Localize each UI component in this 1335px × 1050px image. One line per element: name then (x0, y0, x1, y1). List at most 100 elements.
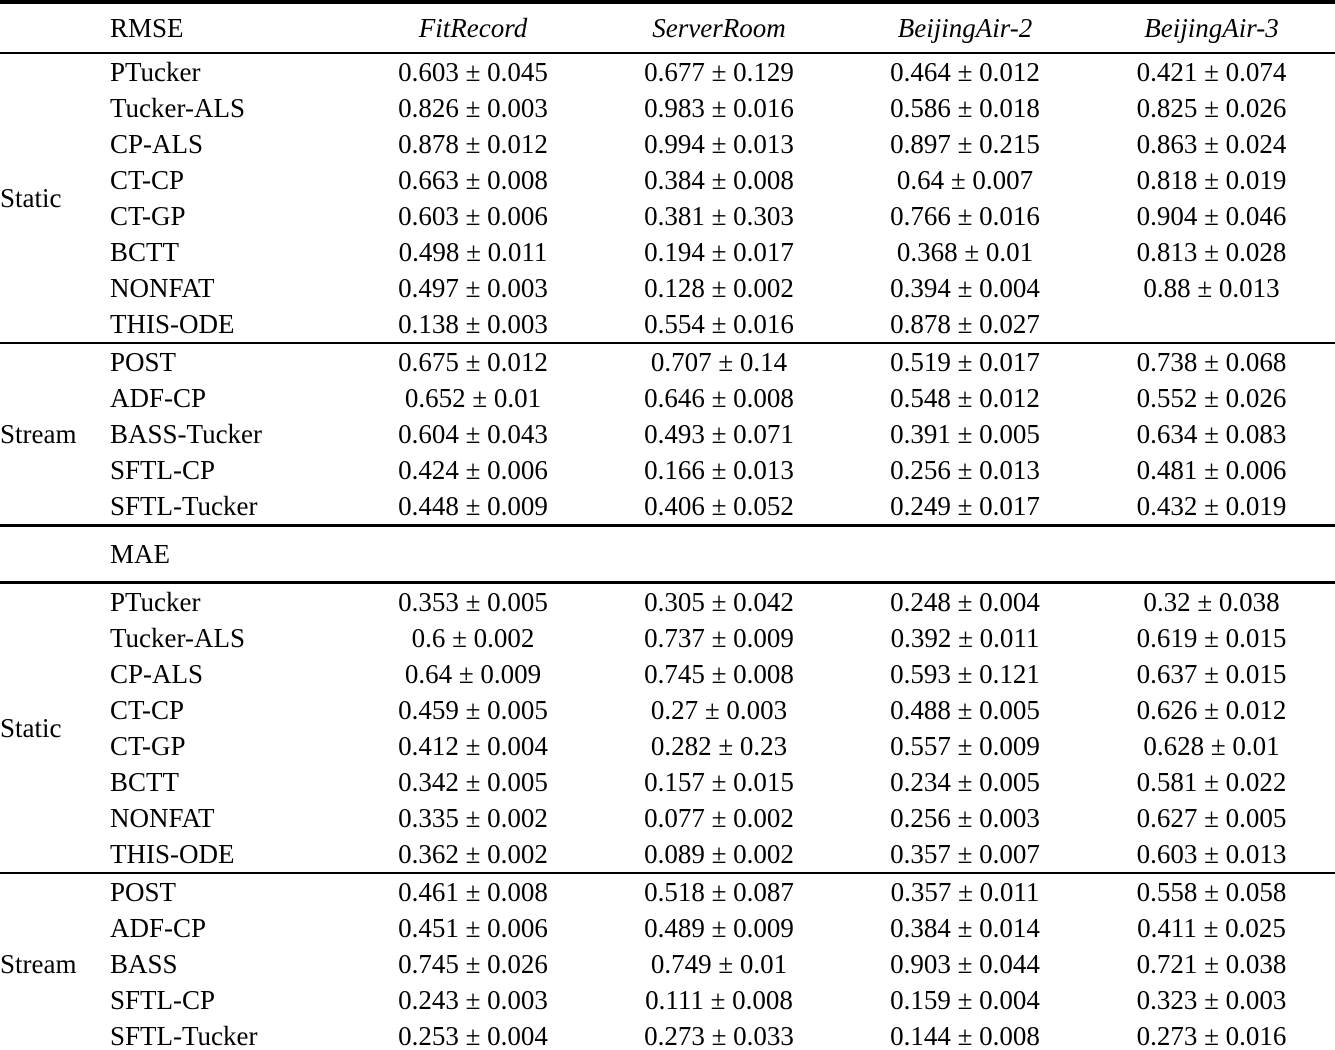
value-cell: 0.663 ± 0.008 (398, 164, 548, 195)
value-cell: 0.675 ± 0.012 (350, 342, 596, 380)
value-cell: 0.818 ± 0.019 (1136, 164, 1287, 195)
method-name: CP-ALS (110, 128, 204, 159)
table-row: ADF-CP 0.451 ± 0.006 0.489 ± 0.009 0.384 ± … (0, 910, 1335, 946)
value-cell: 0.826 ± 0.003 (398, 92, 548, 123)
value-cell: 0.897 ± 0.215 (890, 128, 1040, 159)
value-cell: 0.323 ± 0.003 (1136, 984, 1287, 1015)
value-cell: 0.586 ± 0.018 (890, 92, 1040, 123)
value-cell: 0.519 ± 0.017 (842, 342, 1088, 380)
value-cell: 0.626 ± 0.012 (1136, 694, 1287, 725)
value-cell: 0.603 ± 0.006 (398, 200, 548, 231)
method-name: CP-ALS (110, 658, 204, 689)
value-cell: 0.488 ± 0.005 (890, 694, 1040, 725)
value-cell: 0.412 ± 0.004 (398, 730, 548, 761)
value-cell: 0.738 ± 0.068 (1088, 342, 1335, 380)
table-row: CT-GP 0.603 ± 0.006 0.381 ± 0.303 0.766 ± 0… (0, 198, 1335, 234)
value-cell: 0.903 ± 0.044 (890, 948, 1040, 979)
table-row: Stream POST 0.461 ± 0.008 0.518 ± 0.087 0.35… (0, 872, 1335, 1050)
metric-header-row: MAE (0, 524, 1335, 584)
value-cell: 0.878 ± 0.012 (398, 128, 548, 159)
method-name: BASS-Tucker (110, 418, 263, 449)
value-cell: 0.391 ± 0.005 (890, 418, 1040, 449)
value-cell: 0.243 ± 0.003 (398, 984, 548, 1015)
value-cell: 0.552 ± 0.026 (1136, 382, 1287, 413)
empty-cell (350, 524, 596, 584)
value-cell: 0.159 ± 0.004 (890, 984, 1040, 1015)
dataset-header: BeijingAir-3 (1088, 2, 1335, 54)
method-name: NONFAT (110, 802, 215, 833)
value-cell: 0.32 ± 0.038 (1143, 586, 1280, 617)
method-name: BASS (110, 948, 178, 979)
table-row: Tucker-ALS 0.826 ± 0.003 0.983 ± 0.016 0.58… (0, 90, 1335, 126)
value-cell: 0.464 ± 0.012 (890, 56, 1040, 87)
value-cell: 0.603 ± 0.013 (1136, 838, 1287, 869)
group-label: Stream (0, 342, 110, 526)
value-cell: 0.64 ± 0.007 (896, 164, 1034, 195)
value-cell: 0.459 ± 0.005 (398, 694, 548, 725)
metric-label: MAE (110, 524, 350, 584)
value-cell: 0.863 ± 0.024 (1136, 128, 1287, 159)
table-row: SFTL-Tucker 0.448 ± 0.009 0.406 ± 0.052 0.2… (0, 488, 1335, 526)
value-cell: 0.335 ± 0.002 (398, 802, 548, 833)
value-cell: 0.253 ± 0.004 (398, 1020, 548, 1050)
value-cell: 0.497 ± 0.003 (398, 272, 548, 303)
dataset-header: BeijingAir-2 (842, 2, 1088, 54)
table-row: BASS 0.745 ± 0.026 0.749 ± 0.01 0.903 ± 0.0… (0, 946, 1335, 982)
method-name: CT-CP (110, 164, 185, 195)
value-cell: 0.88 ± 0.013 (1143, 272, 1280, 303)
value-cell: 0.994 ± 0.013 (644, 128, 794, 159)
method-name: SFTL-CP (110, 454, 216, 485)
value-cell: 0.392 ± 0.011 (890, 622, 1040, 653)
empty-cell (1088, 524, 1335, 584)
value-cell: 0.707 ± 0.14 (596, 342, 842, 380)
value-cell: 0.166 ± 0.013 (644, 454, 794, 485)
empty-cell (842, 524, 1088, 584)
value-cell: 0.256 ± 0.013 (890, 454, 1040, 485)
value-cell: 0.282 ± 0.23 (650, 730, 788, 761)
value-cell: 0.368 ± 0.01 (896, 236, 1034, 267)
value-cell: 0.904 ± 0.046 (1136, 200, 1287, 231)
table-row: THIS-ODE 0.362 ± 0.002 0.089 ± 0.002 0.357 … (0, 836, 1335, 873)
value-cell: 0.256 ± 0.003 (890, 802, 1040, 833)
table-row: Stream POST 0.675 ± 0.012 0.707 ± 0.14 0.519… (0, 342, 1335, 526)
value-cell: 0.64 ± 0.009 (404, 658, 542, 689)
value-cell: 0.384 ± 0.008 (644, 164, 794, 195)
value-cell: 0.381 ± 0.303 (644, 200, 794, 231)
method-name: NONFAT (110, 272, 215, 303)
value-cell: 0.432 ± 0.019 (1136, 490, 1287, 521)
value-cell: 0.627 ± 0.005 (1136, 802, 1287, 833)
method-name: CT-CP (110, 694, 185, 725)
value-cell: 0.357 ± 0.011 (842, 872, 1088, 910)
value-cell: 0.604 ± 0.043 (398, 418, 548, 449)
group-label: Stream (0, 872, 110, 1050)
method-name: CT-GP (110, 200, 186, 231)
value-cell: 0.646 ± 0.008 (644, 382, 794, 413)
value-cell: 0.424 ± 0.006 (398, 454, 548, 485)
value-cell: 0.394 ± 0.004 (890, 272, 1040, 303)
method-name: Tucker-ALS (110, 92, 245, 123)
value-cell: 0.813 ± 0.028 (1136, 236, 1287, 267)
value-cell: 0.634 ± 0.083 (1136, 418, 1287, 449)
value-cell: 0.138 ± 0.003 (398, 308, 548, 339)
value-cell: 0.518 ± 0.087 (596, 872, 842, 910)
empty-corner-cell (0, 524, 110, 584)
value-cell (1088, 306, 1335, 343)
value-cell: 0.766 ± 0.016 (890, 200, 1040, 231)
value-cell: 0.194 ± 0.017 (644, 236, 794, 267)
table-row: CT-CP 0.459 ± 0.005 0.27 ± 0.003 0.488 ± 0.… (0, 692, 1335, 728)
value-cell: 0.558 ± 0.058 (1088, 872, 1335, 910)
table-row: CP-ALS 0.64 ± 0.009 0.745 ± 0.008 0.593 ± 0… (0, 656, 1335, 692)
table-row: Static PTucker 0.353 ± 0.005 0.305 ± 0.042 0… (0, 583, 1335, 743)
value-cell: 0.652 ± 0.01 (404, 382, 542, 413)
value-cell: 0.27 ± 0.003 (650, 694, 788, 725)
value-cell: 0.089 ± 0.002 (644, 838, 794, 869)
table-row: NONFAT 0.497 ± 0.003 0.128 ± 0.002 0.394 ± … (0, 270, 1335, 306)
value-cell: 0.384 ± 0.014 (890, 912, 1040, 943)
value-cell: 0.493 ± 0.071 (644, 418, 794, 449)
value-cell: 0.6 ± 0.002 (411, 622, 535, 653)
method-name: BCTT (110, 766, 180, 797)
value-cell: 0.554 ± 0.016 (644, 308, 794, 339)
value-cell: 0.144 ± 0.008 (890, 1020, 1040, 1050)
table-row: SFTL-CP 0.243 ± 0.003 0.111 ± 0.008 0.159 ±… (0, 982, 1335, 1018)
